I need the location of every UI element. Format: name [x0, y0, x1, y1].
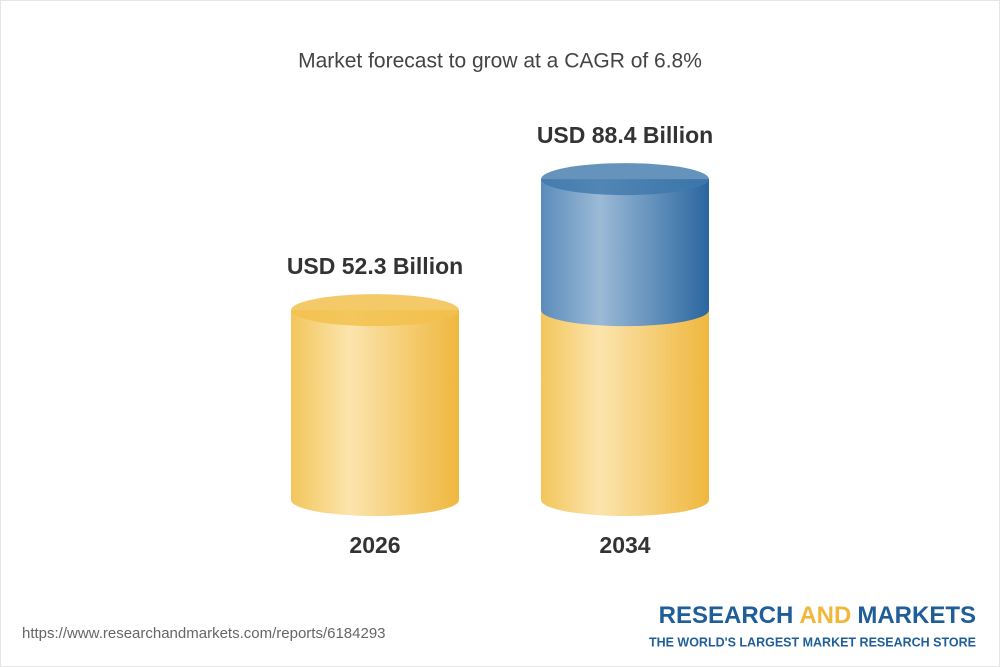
cylinder-top — [291, 294, 459, 327]
logo-tagline: THE WORLD'S LARGEST MARKET RESEARCH STOR… — [649, 635, 976, 649]
cylinder-base — [541, 310, 709, 516]
logo-word: MARKETS — [857, 602, 976, 629]
cylinder-body — [291, 310, 459, 516]
cylinder — [291, 294, 459, 516]
cylinder-top — [541, 163, 709, 196]
chart-title: Market forecast to grow at a CAGR of 6.8… — [298, 50, 702, 73]
value-label: USD 52.3 Billion — [287, 253, 463, 279]
value-label: USD 88.4 Billion — [537, 122, 713, 148]
source-url: https://www.researchandmarkets.com/repor… — [22, 625, 386, 642]
x-tick-label: 2026 — [349, 532, 400, 558]
x-tick-label: 2034 — [599, 532, 650, 558]
logo-word: AND — [799, 602, 851, 629]
cylinder — [541, 163, 709, 516]
cylinder-growth — [541, 179, 709, 327]
logo: RESEARCH AND MARKETS — [659, 602, 976, 629]
logo-word: RESEARCH — [659, 602, 794, 629]
